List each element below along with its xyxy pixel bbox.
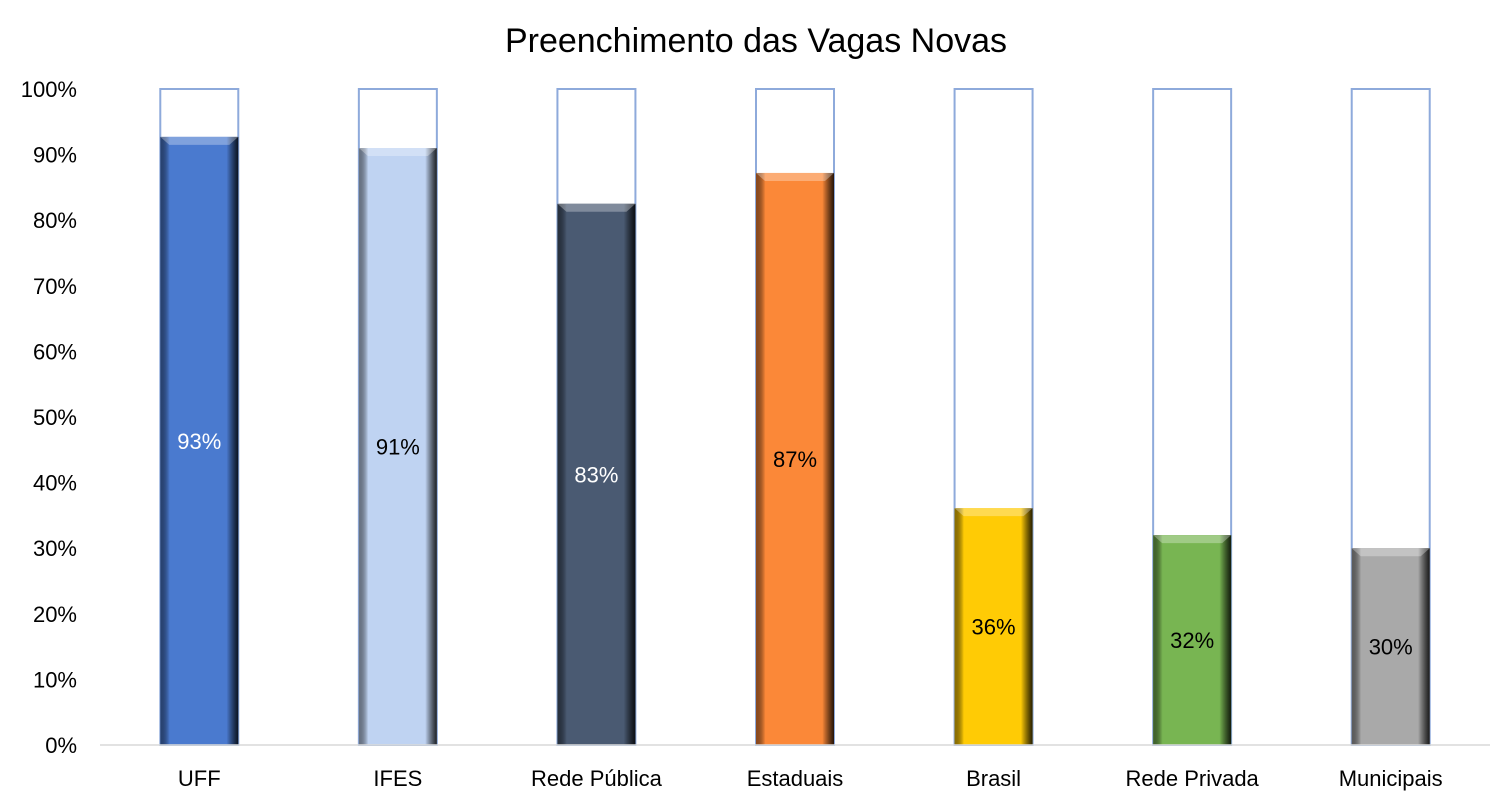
bar-group: 32% xyxy=(1152,88,1233,746)
y-tick-label: 10% xyxy=(33,667,77,692)
y-tick-label: 40% xyxy=(33,471,77,496)
y-tick-label: 60% xyxy=(33,339,77,364)
x-tick-label: Municipais xyxy=(1339,766,1443,791)
bar-top-bevel xyxy=(557,203,636,212)
y-tick-label: 100% xyxy=(21,77,77,102)
x-tick-label: Estaduais xyxy=(747,766,844,791)
x-tick-label: UFF xyxy=(178,766,221,791)
bar-top-bevel xyxy=(160,136,239,145)
bar-group: 93% xyxy=(159,88,240,746)
bar-top-bevel xyxy=(358,148,437,157)
bar-bevel xyxy=(1351,548,1430,745)
chart-title: Preenchimento das Vagas Novas xyxy=(505,22,1007,60)
bar-bevel xyxy=(954,508,1033,745)
bar-group: 83% xyxy=(556,88,637,746)
bar-top-bevel xyxy=(756,172,834,181)
data-label: 36% xyxy=(972,615,1016,640)
data-label: 87% xyxy=(773,447,817,472)
bar-bevel xyxy=(1153,535,1232,745)
data-label: 91% xyxy=(376,435,420,460)
x-axis: UFF IFES Rede Pública Estaduais Brasil Rede P… xyxy=(100,744,1490,791)
data-label: 30% xyxy=(1369,635,1413,660)
y-tick-label: 90% xyxy=(33,143,77,168)
y-axis: 0% 10% 20% 30% 40% 50% 60% 70% 80% 90% 100% xyxy=(21,77,77,758)
y-tick-label: 70% xyxy=(33,274,77,299)
x-tick-label: IFES xyxy=(373,766,422,791)
x-tick-label: Brasil xyxy=(966,766,1021,791)
x-tick-label: Rede Privada xyxy=(1125,766,1259,791)
bar-group: 36% xyxy=(953,88,1034,746)
bars: 93% 91% 83% 87% 36% 32% 30% xyxy=(159,88,1431,746)
bar-top-bevel xyxy=(1153,535,1232,544)
bar-bevel xyxy=(358,148,437,746)
bar-group: 91% xyxy=(357,88,438,746)
data-label: 32% xyxy=(1170,628,1214,653)
y-tick-label: 50% xyxy=(33,405,77,430)
bar-bevel xyxy=(160,136,239,745)
bar-top-bevel xyxy=(954,508,1033,517)
bar-bevel xyxy=(756,172,834,745)
bar-group: 30% xyxy=(1350,88,1431,746)
y-tick-label: 30% xyxy=(33,536,77,561)
bar-group: 87% xyxy=(755,88,835,746)
y-tick-label: 80% xyxy=(33,208,77,233)
data-label: 93% xyxy=(177,429,221,454)
y-tick-label: 0% xyxy=(45,733,77,758)
bar-top-bevel xyxy=(1351,548,1430,557)
bar-bevel xyxy=(557,203,636,746)
y-tick-label: 20% xyxy=(33,602,77,627)
x-tick-label: Rede Pública xyxy=(531,766,663,791)
data-label: 83% xyxy=(574,462,618,487)
